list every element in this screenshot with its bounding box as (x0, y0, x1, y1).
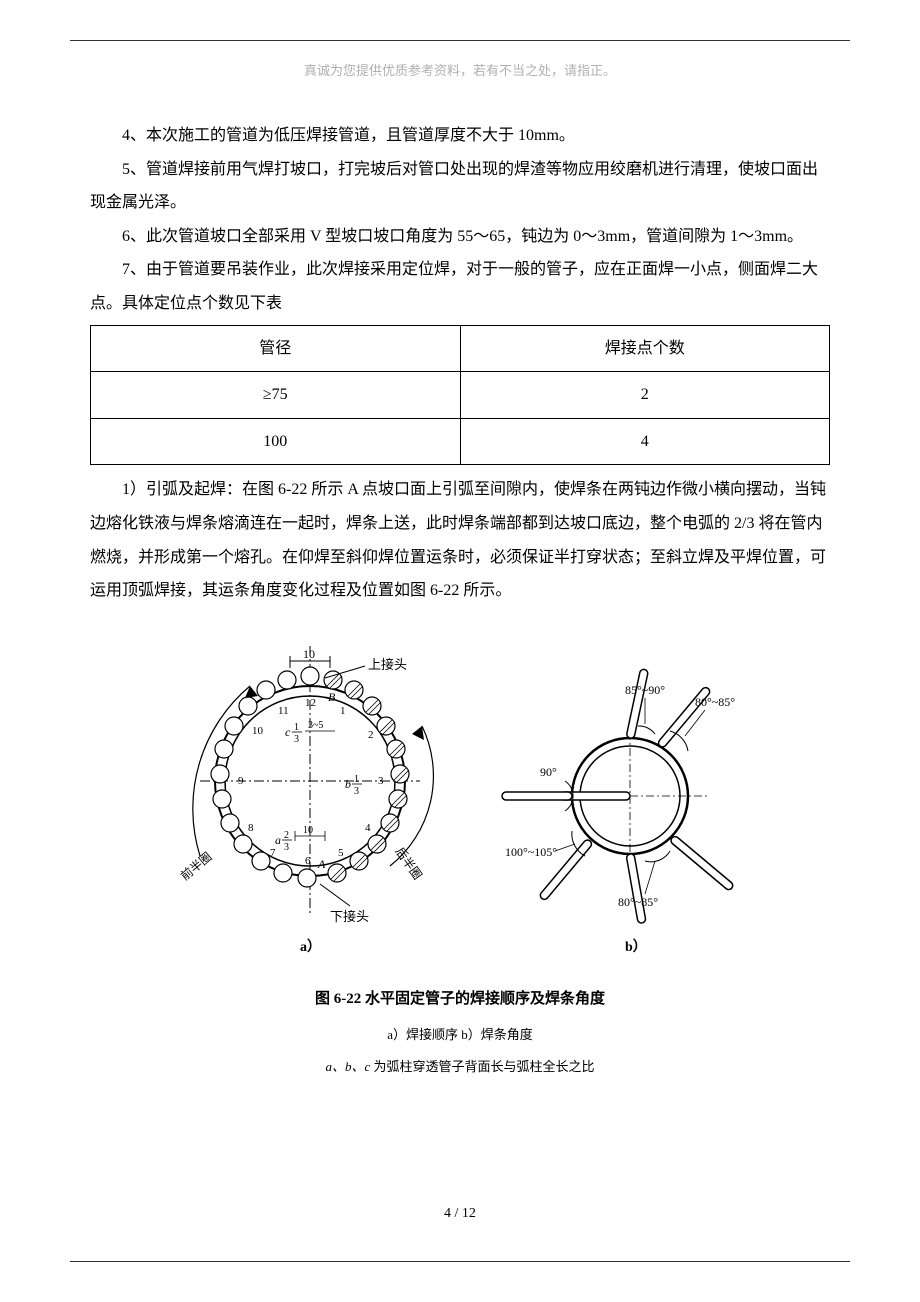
svg-text:b: b (345, 777, 351, 791)
table-header-cell: 管径 (91, 325, 461, 372)
top-rule (70, 40, 850, 41)
figure-note: a、b、c 为弧柱穿透管子背面长与弧柱全长之比 (90, 1053, 830, 1080)
svg-text:90°: 90° (540, 765, 557, 779)
svg-text:3~5: 3~5 (308, 720, 323, 731)
paragraph-7: 7、由于管道要吊装作业，此次焊接采用定位焊，对于一般的管子，应在正面焊一小点，侧… (90, 253, 830, 320)
figure-6-22: 10 上接头 下接头 前半圈 后半圈 12 11 10 9 8 7 6 5 (90, 626, 830, 966)
svg-text:2: 2 (368, 729, 374, 741)
svg-text:B: B (328, 690, 336, 704)
svg-text:80°~85°: 80°~85° (695, 695, 735, 709)
svg-text:7: 7 (270, 847, 276, 859)
figure-svg: 10 上接头 下接头 前半圈 后半圈 12 11 10 9 8 7 6 5 (150, 626, 770, 966)
figure-title: 图 6-22 水平固定管子的焊接顺序及焊条角度 (90, 984, 830, 1016)
svg-text:1: 1 (354, 774, 359, 785)
svg-text:3: 3 (378, 775, 384, 787)
bottom-rule (70, 1261, 850, 1262)
svg-text:1: 1 (340, 705, 346, 717)
svg-text:1: 1 (294, 722, 299, 733)
svg-text:3: 3 (284, 842, 289, 853)
svg-text:4: 4 (365, 822, 371, 834)
svg-text:12: 12 (305, 697, 316, 709)
svg-text:11: 11 (278, 705, 289, 717)
figure-note-text: 为弧柱穿透管子背面长与弧柱全长之比 (374, 1059, 595, 1074)
table-row: ≥75 2 (91, 372, 830, 419)
document-content: 4、本次施工的管道为低压焊接管道，且管道厚度不大于 10mm。 5、管道焊接前用… (90, 119, 830, 1080)
figure-subtitle: a）焊接顺序 b）焊条角度 (90, 1021, 830, 1048)
table-cell: 100 (91, 418, 461, 465)
table-header-cell: 焊接点个数 (460, 325, 830, 372)
figure-note-vars: a、b、c (325, 1059, 373, 1074)
svg-text:10: 10 (252, 725, 264, 737)
svg-text:上接头: 上接头 (368, 657, 407, 672)
paragraph-8: 1）引弧及起焊：在图 6-22 所示 A 点坡口面上引弧至间隙内，使焊条在两钝边… (90, 473, 830, 607)
header-note: 真诚为您提供优质参考资料，若有不当之处，请指正。 (90, 60, 830, 79)
paragraph-4: 4、本次施工的管道为低压焊接管道，且管道厚度不大于 10mm。 (90, 119, 830, 153)
svg-text:10: 10 (303, 647, 315, 661)
weld-points-table: 管径 焊接点个数 ≥75 2 100 4 (90, 325, 830, 466)
page-number: 4 / 12 (0, 1206, 920, 1222)
svg-text:9: 9 (238, 775, 244, 787)
table-row: 管径 焊接点个数 (91, 325, 830, 372)
svg-text:5: 5 (338, 847, 344, 859)
svg-text:后半圈: 后半圈 (393, 844, 425, 882)
svg-text:a）: a） (300, 939, 321, 955)
svg-text:b）: b） (625, 939, 647, 955)
svg-text:a: a (275, 833, 281, 847)
table-cell: ≥75 (91, 372, 461, 419)
svg-text:8: 8 (248, 822, 254, 834)
table-row: 100 4 (91, 418, 830, 465)
svg-text:下接头: 下接头 (330, 909, 369, 924)
svg-text:2: 2 (284, 830, 289, 841)
svg-text:80°~85°: 80°~85° (618, 895, 658, 909)
svg-text:85°~90°: 85°~90° (625, 683, 665, 697)
svg-text:100°~105°: 100°~105° (505, 845, 557, 859)
svg-text:A: A (317, 857, 326, 871)
svg-text:3: 3 (294, 734, 299, 745)
figure-captions: 图 6-22 水平固定管子的焊接顺序及焊条角度 a）焊接顺序 b）焊条角度 a、… (90, 984, 830, 1080)
table-cell: 4 (460, 418, 830, 465)
table-cell: 2 (460, 372, 830, 419)
svg-text:6: 6 (305, 855, 311, 867)
svg-text:前半圈: 前半圈 (177, 848, 214, 883)
paragraph-6: 6、此次管道坡口全部采用 V 型坡口坡口角度为 55～65，钝边为 0～3mm，… (90, 220, 830, 254)
svg-text:3: 3 (354, 786, 359, 797)
paragraph-5: 5、管道焊接前用气焊打坡口，打完坡后对管口处出现的焊渣等物应用绞磨机进行清理，使… (90, 153, 830, 220)
svg-text:c: c (285, 725, 291, 739)
svg-text:10: 10 (303, 825, 313, 836)
